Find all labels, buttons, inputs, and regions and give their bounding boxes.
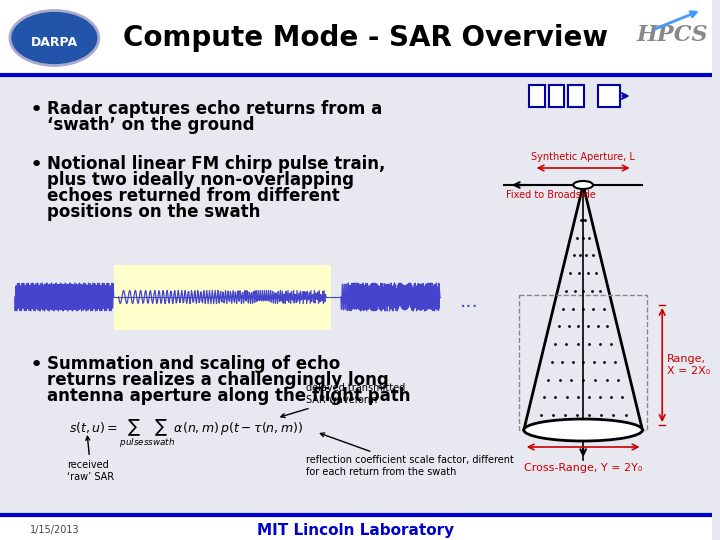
Text: •: • [30, 100, 43, 120]
Text: ...: ... [459, 292, 478, 311]
Text: ‘swath’ on the ground: ‘swath’ on the ground [48, 116, 255, 134]
Ellipse shape [10, 10, 99, 65]
Text: received
‘raw’ SAR: received ‘raw’ SAR [67, 436, 114, 482]
Text: Notional linear FM chirp pulse train,: Notional linear FM chirp pulse train, [48, 155, 386, 173]
Text: plus two ideally non-overlapping: plus two ideally non-overlapping [48, 171, 354, 189]
FancyBboxPatch shape [0, 515, 711, 540]
FancyBboxPatch shape [0, 0, 711, 75]
Text: DARPA: DARPA [31, 36, 78, 49]
Text: returns realizes a challengingly long: returns realizes a challengingly long [48, 371, 390, 389]
Text: positions on the swath: positions on the swath [48, 203, 261, 221]
Text: $s(t,u) = \sum_{pulses} \sum_{swath} \alpha(n,m)\, p(t - \tau(n,m))$: $s(t,u) = \sum_{pulses} \sum_{swath} \al… [69, 418, 303, 450]
Text: Fixed to Broadside: Fixed to Broadside [506, 190, 595, 200]
Text: reflection coefficient scale factor, different
for each return from the swath: reflection coefficient scale factor, dif… [307, 433, 514, 477]
Text: •: • [30, 155, 43, 175]
FancyBboxPatch shape [549, 85, 564, 107]
Text: Summation and scaling of echo: Summation and scaling of echo [48, 355, 341, 373]
Text: Compute Mode - SAR Overview: Compute Mode - SAR Overview [123, 24, 608, 52]
FancyBboxPatch shape [568, 85, 584, 107]
Ellipse shape [573, 181, 593, 189]
FancyBboxPatch shape [114, 265, 331, 330]
Text: HPCS: HPCS [636, 24, 708, 46]
Text: Range,
X = 2X₀: Range, X = 2X₀ [667, 354, 711, 376]
Text: Cross-Range, Y = 2Y₀: Cross-Range, Y = 2Y₀ [524, 463, 642, 473]
Text: antenna aperture along the flight path: antenna aperture along the flight path [48, 387, 411, 405]
Ellipse shape [524, 419, 642, 441]
Text: Synthetic Aperture, L: Synthetic Aperture, L [531, 152, 635, 162]
Text: MIT Lincoln Laboratory: MIT Lincoln Laboratory [257, 523, 454, 537]
Text: delayed transmitted
SAR waveform: delayed transmitted SAR waveform [281, 383, 405, 417]
Text: echoes returned from different: echoes returned from different [48, 187, 340, 205]
FancyBboxPatch shape [528, 85, 544, 107]
FancyBboxPatch shape [598, 85, 620, 107]
Text: Radar captures echo returns from a: Radar captures echo returns from a [48, 100, 383, 118]
Text: •: • [30, 355, 43, 375]
Text: 1/15/2013: 1/15/2013 [30, 525, 79, 535]
